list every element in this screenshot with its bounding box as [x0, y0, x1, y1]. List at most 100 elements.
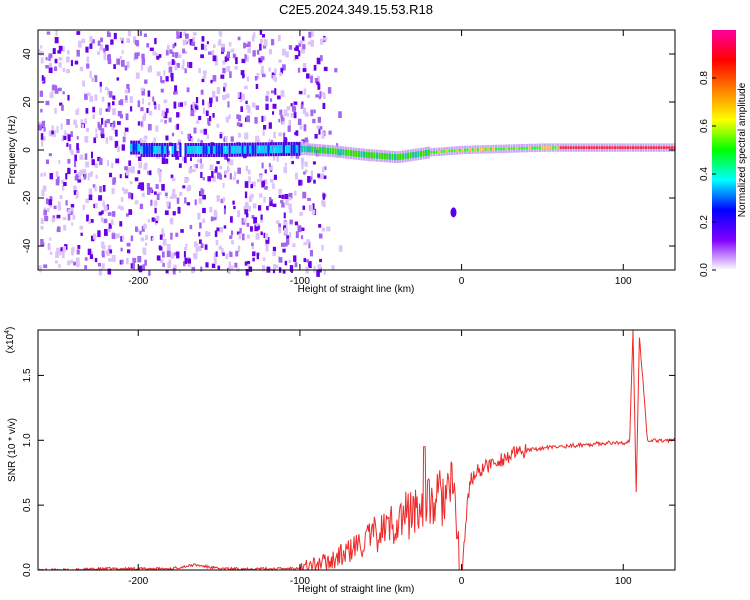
band-core — [505, 147, 508, 150]
spectrogram-noise — [38, 30, 343, 277]
noise-speck — [302, 107, 307, 114]
noise-speck — [144, 162, 148, 167]
noise-speck — [224, 170, 228, 175]
y-tick-label: 40 — [22, 48, 33, 60]
noise-speck — [134, 200, 139, 205]
noise-speck — [284, 137, 288, 144]
noise-speck — [321, 131, 325, 139]
band-core — [205, 146, 208, 154]
noise-speck — [166, 201, 170, 207]
band-core — [440, 150, 443, 153]
noise-speck — [220, 248, 224, 254]
noise-speck — [182, 48, 186, 54]
noise-speck — [278, 118, 281, 123]
noise-speck — [331, 265, 335, 271]
noise-speck — [243, 85, 248, 90]
noise-speck — [203, 72, 207, 78]
noise-speck — [141, 88, 145, 96]
band-core — [161, 146, 164, 154]
noise-speck — [107, 160, 110, 166]
band-core — [156, 146, 159, 154]
noise-speck — [161, 184, 165, 191]
noise-speck — [89, 95, 94, 102]
noise-speck — [265, 95, 269, 102]
noise-speck — [254, 76, 258, 81]
noise-speck — [317, 83, 321, 90]
band-core — [657, 146, 661, 149]
noise-speck — [214, 230, 218, 237]
noise-speck — [62, 246, 66, 252]
band-core — [316, 147, 319, 153]
noise-speck — [86, 214, 89, 222]
noise-speck — [111, 255, 116, 262]
noise-speck — [247, 48, 251, 54]
noise-speck — [230, 48, 235, 53]
band-core — [624, 146, 627, 149]
noise-speck — [307, 176, 311, 183]
noise-speck — [294, 262, 298, 268]
noise-speck — [240, 70, 245, 76]
noise-speck — [209, 97, 213, 104]
noise-speck — [40, 218, 44, 224]
noise-speck — [167, 61, 172, 66]
noise-speck — [129, 181, 133, 185]
noise-speck — [269, 165, 273, 171]
noise-speck — [284, 227, 289, 235]
noise-speck — [282, 248, 286, 253]
band-core — [438, 150, 441, 153]
noise-speck — [192, 37, 196, 43]
x-tick-label: -100 — [290, 276, 310, 287]
colorbar-tick-label: 0.6 — [699, 119, 710, 133]
noise-speck — [152, 96, 155, 102]
band-core — [396, 154, 399, 161]
noise-speck — [92, 114, 95, 119]
noise-speck — [290, 153, 294, 159]
noise-speck — [245, 55, 249, 62]
noise-speck — [161, 251, 165, 258]
noise-speck — [39, 90, 43, 97]
noise-speck — [154, 52, 158, 56]
noise-speck — [310, 39, 314, 47]
noise-speck — [293, 112, 297, 119]
snr-y-label: SNR (10 * v/v) — [7, 418, 18, 482]
noise-speck — [233, 206, 236, 210]
noise-speck — [169, 49, 173, 54]
snr-frame — [37, 329, 676, 571]
noise-speck — [184, 177, 189, 183]
noise-speck — [141, 225, 145, 232]
noise-speck — [116, 77, 120, 81]
noise-speck — [105, 137, 108, 144]
noise-speck — [265, 103, 269, 110]
noise-speck — [241, 93, 245, 101]
noise-speck — [59, 195, 63, 199]
noise-speck — [192, 101, 196, 109]
noise-speck — [138, 156, 142, 161]
noise-speck — [89, 43, 93, 49]
spectrogram-x-label: Height of straight line (km) — [298, 284, 415, 295]
noise-speck — [193, 127, 197, 134]
noise-speck — [144, 242, 148, 246]
noise-speck — [194, 242, 199, 246]
noise-speck — [268, 67, 271, 72]
y-tick-label: 1.0 — [22, 433, 33, 447]
noise-speck — [61, 104, 64, 111]
noise-speck — [76, 249, 80, 255]
noise-speck — [95, 128, 98, 133]
noise-speck — [67, 50, 70, 55]
noise-speck — [190, 138, 194, 143]
noise-speck — [270, 98, 273, 102]
noise-speck — [100, 128, 105, 135]
band-core — [606, 146, 609, 149]
noise-speck — [149, 47, 154, 51]
y-tick-label: -20 — [22, 190, 33, 205]
noise-speck — [57, 201, 61, 208]
noise-speck — [140, 237, 145, 242]
noise-speck — [135, 154, 138, 158]
noise-speck — [262, 257, 266, 261]
noise-speck — [248, 176, 251, 184]
noise-speck — [242, 74, 245, 78]
band-core — [329, 148, 332, 154]
noise-speck — [297, 67, 301, 73]
noise-speck — [247, 41, 251, 48]
noise-speck — [259, 174, 263, 182]
